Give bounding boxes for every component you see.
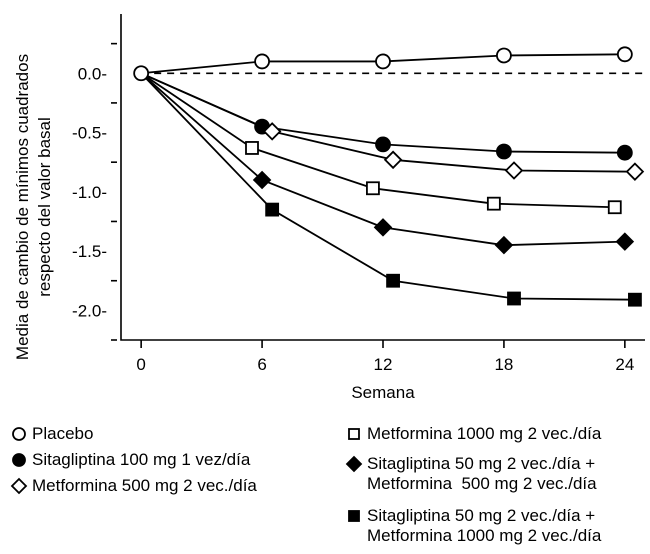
series-filled-diamond <box>140 72 635 255</box>
origin-point <box>133 65 150 82</box>
legend-item: Placebo <box>10 424 93 444</box>
x-tick-label: 24 <box>615 355 634 374</box>
y-axis-title-line: Media de cambio de mínimos cuadrados <box>13 54 32 360</box>
data-point <box>504 161 524 180</box>
data-point <box>628 292 642 307</box>
y-axis-title-line: respecto del valor basal <box>35 117 54 297</box>
legend-item: Sitagliptina 100 mg 1 vez/día <box>10 450 250 470</box>
y-axis: 0.0- -0.5- -1.0- -1.5- -2.0- <box>72 14 645 341</box>
series-open-circle <box>141 46 633 75</box>
x-tick-label: 12 <box>374 355 393 374</box>
series-filled-square <box>140 72 642 307</box>
y-tick-label: 0.0- <box>78 64 107 83</box>
data-point <box>375 53 391 70</box>
x-axis: 0 6 12 18 24 <box>136 340 634 374</box>
data-point <box>262 122 282 141</box>
data-point <box>254 53 270 70</box>
data-point <box>245 141 259 155</box>
axis-lines <box>120 14 645 341</box>
data-point <box>616 144 633 161</box>
chart: Media de cambio de mínimos cuadrados resp… <box>13 14 645 400</box>
series-open-square <box>140 72 622 215</box>
legend-marker-filled-circle-icon <box>10 450 28 470</box>
x-tick-label: 18 <box>494 355 513 374</box>
data-point <box>375 136 391 153</box>
data-point <box>265 202 280 217</box>
series-group <box>133 46 645 307</box>
series-open-diamond <box>140 72 645 181</box>
legend-label: Sitagliptina 50 mg 2 vec./día + Metformi… <box>367 454 597 493</box>
legend-item: Sitagliptina 50 mg 2 vec./día + Metformi… <box>345 506 601 546</box>
data-point <box>486 196 501 211</box>
y-tick-label: -2.0- <box>72 301 107 320</box>
y-tick-label: -1.5- <box>72 242 107 261</box>
legend-label: Sitagliptina 100 mg 1 vez/día <box>32 450 251 469</box>
data-point <box>607 200 622 215</box>
legend-label: Sitagliptina 50 mg 2 vec./día + Metformi… <box>367 506 602 545</box>
legend-label: Placebo <box>32 424 94 443</box>
legend-marker-open-circle-icon <box>10 424 28 444</box>
data-point <box>366 181 380 196</box>
data-point <box>507 291 521 306</box>
data-point <box>625 162 645 181</box>
data-point <box>616 46 633 63</box>
legend-marker-open-diamond-icon <box>10 476 28 496</box>
x-axis-title: Semana <box>351 383 415 400</box>
legend-item: Sitagliptina 50 mg 2 vec./día + Metformi… <box>345 454 597 494</box>
x-tick-label: 6 <box>257 355 266 374</box>
data-point <box>496 143 512 160</box>
legend-marker-open-square-icon <box>345 424 363 444</box>
data-point <box>496 47 512 64</box>
legend-item: Metformina 500 mg 2 vec./día <box>10 476 257 496</box>
legend-label: Metformina 500 mg 2 vec./día <box>32 476 257 495</box>
legend-item: Metformina 1000 mg 2 vec./día <box>345 424 601 444</box>
legend-marker-filled-square-icon <box>345 506 363 526</box>
data-point <box>615 232 635 251</box>
y-tick-label: -1.0- <box>72 183 107 202</box>
data-point <box>386 273 400 288</box>
legend-label: Metformina 1000 mg 2 vec./día <box>367 424 602 443</box>
data-point <box>383 150 403 170</box>
y-axis-title: Media de cambio de mínimos cuadrados resp… <box>13 54 54 360</box>
legend-marker-filled-diamond-icon <box>345 454 363 474</box>
data-point <box>373 218 393 237</box>
x-tick-label: 0 <box>136 355 145 374</box>
data-point <box>252 170 272 190</box>
data-point <box>494 235 514 255</box>
y-tick-label: -0.5- <box>72 124 107 143</box>
